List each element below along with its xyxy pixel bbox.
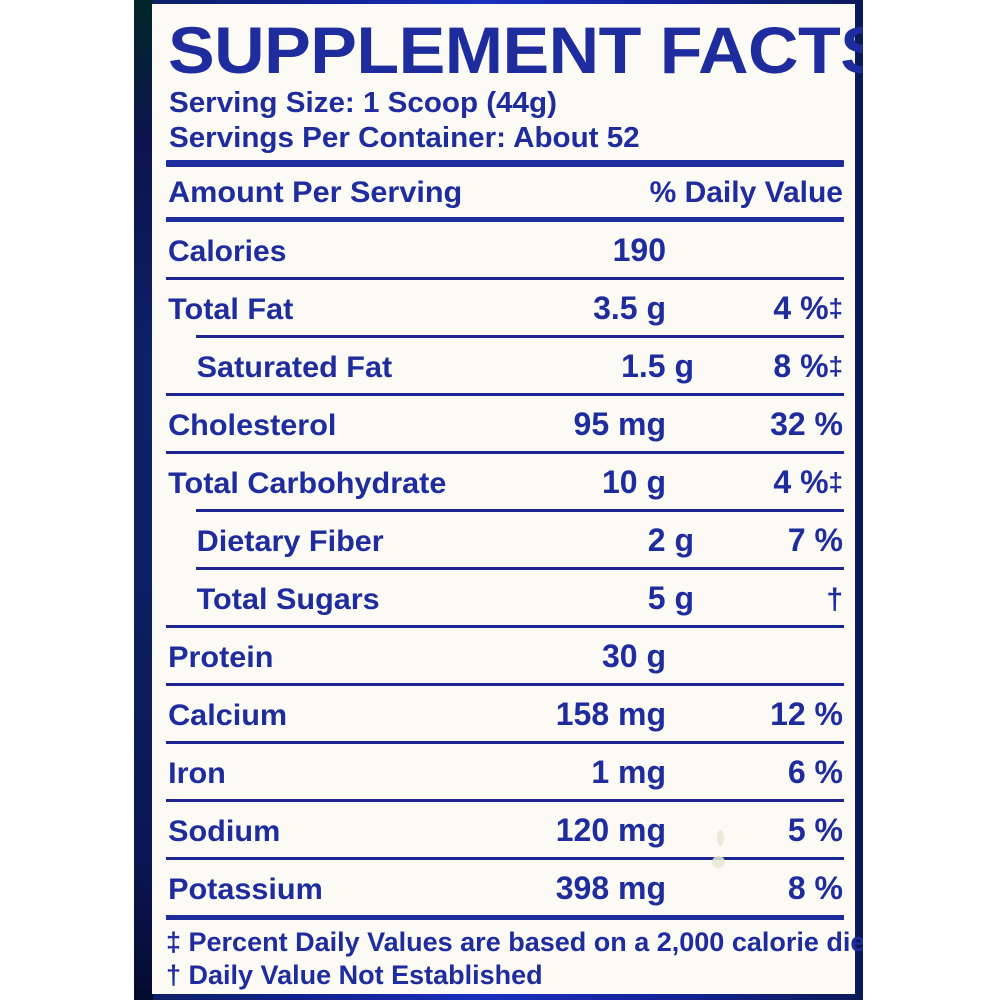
row-divider	[196, 335, 844, 338]
table-row: Sodium 120 mg 5 %	[164, 802, 845, 857]
nutrient-daily-value: 5 %	[787, 812, 843, 848]
nutrient-amount: 158 mg	[555, 696, 666, 732]
row-divider	[166, 683, 844, 686]
table-row: Protein 30 g	[164, 628, 845, 683]
nutrient-daily-value	[666, 657, 845, 667]
nutrient-name-calories: Calories	[168, 235, 287, 268]
table-row: Total Fat 3.5 g 4 %‡	[164, 280, 845, 335]
percent-daily-value-label: % Daily Value	[649, 176, 843, 209]
nutrient-daily-value: 12 %	[770, 696, 843, 732]
servings-per-container-line: Servings Per Container: About 52	[169, 122, 640, 154]
nutrient-amount-calories: 190	[612, 232, 666, 268]
row-divider	[196, 509, 844, 512]
nutrient-name: Total Carbohydrate	[168, 467, 447, 500]
table-row: Total Carbohydrate 10 g 4 %‡	[164, 454, 845, 509]
supplement-facts-title: SUPPLEMENT FACTS	[168, 13, 863, 87]
nutrient-name: Potassium	[168, 873, 323, 906]
nutrient-name: Dietary Fiber	[196, 525, 384, 558]
nutrient-name: Total Fat	[168, 293, 294, 326]
nutrient-daily-value: 7 %	[787, 522, 843, 558]
rule-below-table-header	[166, 217, 844, 222]
nutrient-amount: 5 g	[647, 580, 694, 616]
nutrient-amount: 1.5 g	[621, 348, 694, 384]
table-row-calories: Calories 190	[164, 222, 845, 277]
nutrient-name: Cholesterol	[168, 409, 337, 442]
table-row: Total Sugars 5 g †	[164, 570, 845, 625]
nutrient-amount: 2 g	[647, 522, 694, 558]
nutrient-daily-value: 4 %‡	[773, 290, 843, 326]
rule-above-table-header	[166, 160, 844, 167]
table-row: Saturated Fat 1.5 g 8 %‡	[164, 338, 845, 393]
footnote-percent-daily-values: ‡ Percent Daily Values are based on a 2,…	[166, 927, 863, 957]
row-divider	[166, 393, 844, 396]
row-divider	[166, 451, 844, 454]
nutrient-name: Calcium	[168, 699, 288, 732]
nutrient-name: Total Sugars	[196, 583, 380, 616]
table-row: Potassium 398 mg 8 %	[164, 860, 845, 915]
row-divider	[196, 567, 844, 570]
nutrient-amount: 95 mg	[573, 406, 666, 442]
nutrient-daily-value: 4 %‡	[773, 464, 843, 500]
nutrient-daily-value: †	[694, 570, 845, 617]
footnote-daily-value-not-established: † Daily Value Not Established	[166, 960, 543, 990]
supplement-facts-paper: SUPPLEMENT FACTS Serving Size: 1 Scoop (…	[152, 4, 863, 994]
nutrient-daily-value: 8 %	[787, 870, 843, 906]
table-row: Cholesterol 95 mg 32 %	[164, 396, 845, 451]
row-divider	[166, 857, 844, 860]
nutrient-name: Saturated Fat	[196, 351, 393, 384]
serving-size-line: Serving Size: 1 Scoop (44g)	[169, 87, 557, 119]
table-header-row: Amount Per Serving % Daily Value	[164, 167, 845, 217]
supplement-label-panel: SUPPLEMENT FACTS Serving Size: 1 Scoop (…	[134, 0, 863, 1000]
nutrient-amount: 30 g	[601, 638, 666, 674]
table-row: Dietary Fiber 2 g 7 %	[164, 512, 845, 567]
label-edge-shadow	[134, 0, 153, 1000]
nutrient-name: Iron	[168, 757, 226, 790]
nutrient-daily-value: 8 %‡	[773, 348, 843, 384]
nutrient-daily-value: 6 %	[787, 754, 843, 790]
nutrient-amount: 1 mg	[591, 754, 666, 790]
nutrient-amount: 10 g	[601, 464, 666, 500]
amount-per-serving-label: Amount Per Serving	[168, 176, 463, 209]
rule-below-calories	[166, 277, 844, 280]
nutrient-name: Sodium	[168, 815, 281, 848]
double-dagger-symbol: ‡	[828, 293, 843, 323]
row-divider	[166, 625, 844, 628]
row-divider	[166, 799, 844, 802]
nutrient-amount: 398 mg	[555, 870, 666, 906]
table-row: Iron 1 mg 6 %	[164, 744, 845, 799]
nutrient-amount: 120 mg	[555, 812, 666, 848]
row-divider	[166, 741, 844, 744]
rule-above-footnotes	[166, 915, 844, 920]
nutrient-name: Protein	[168, 641, 274, 674]
dagger-symbol: †	[826, 583, 843, 616]
footnotes-block: ‡ Percent Daily Values are based on a 2,…	[164, 920, 863, 992]
double-dagger-symbol: ‡	[828, 351, 843, 381]
nutrient-daily-value: 32 %	[770, 406, 843, 442]
double-dagger-symbol: ‡	[828, 467, 843, 497]
nutrient-amount: 3.5 g	[593, 290, 666, 326]
table-row: Calcium 158 mg 12 %	[164, 686, 845, 741]
